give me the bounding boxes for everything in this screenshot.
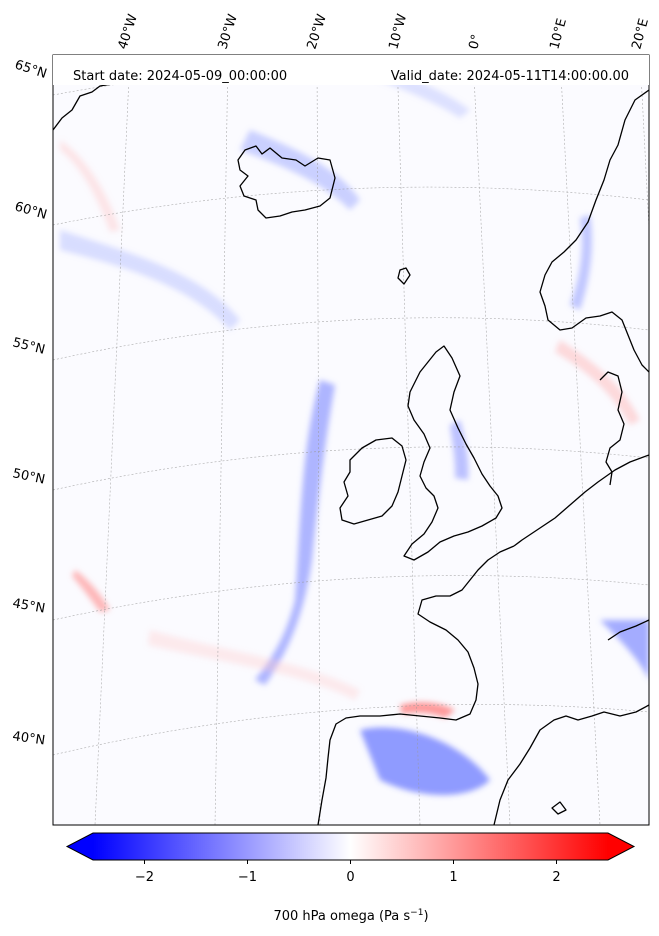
islands-coast [551,801,567,815]
colorbar: −2 −1 0 1 2 700 hPa omega (Pa s−1) [65,832,636,924]
colorbar-outline [65,832,636,861]
latitude-labels: 65°N 60°N 55°N 50°N 45°N 40°N [11,58,49,749]
colorbar-tick-label: 0 [346,870,354,885]
colorbar-tick-label: 2 [552,870,560,885]
lon-label-10w: 10°W [386,12,410,51]
longitude-labels: 40°W 30°W 20°W 10°W 0° 10°E 20°E [116,12,652,51]
norway-coast [539,89,649,373]
map-panel: Start date: 2024-05-09_00:00:00 Valid_da… [52,54,650,826]
colorbar-label-exponent: −1 [410,908,423,918]
colorbar-extend-low [67,833,93,860]
lon-label-0: 0° [466,33,484,51]
start-date-label: Start date: 2024-05-09_00:00:00 [73,69,287,84]
faroe-coast [397,267,411,285]
valid-date-label: Valid_date: 2024-05-11T14:00:00.00 [391,69,629,84]
lat-label-45n: 45°N [11,596,46,616]
colorbar-tick-label: −1 [238,870,257,885]
continent-north-coast [513,454,649,547]
colorbar-ticks: −2 −1 0 1 2 [135,860,561,885]
colorbar-tick-label: 1 [449,870,457,885]
colorbar-label-main: 700 hPa omega (Pa s [273,909,410,924]
great-britain-coast [403,345,503,561]
italy-coast [607,619,649,641]
iceland-coast [237,145,336,219]
lat-label-55n: 55°N [11,335,46,357]
denmark-coast [599,371,625,486]
mediterranean-coast [493,704,649,825]
colorbar-label-close: ) [423,909,428,924]
coastlines [53,57,649,825]
lat-label-40n: 40°N [11,729,46,748]
lon-label-40w: 40°W [116,12,141,51]
lon-label-10e: 10°E [547,17,570,51]
france-biscay-coast [317,545,515,825]
lat-label-65n: 65°N [13,58,49,82]
lon-label-20e: 20°E [629,17,652,51]
colorbar-extend-high [608,833,634,860]
lon-label-30w: 30°W [216,12,241,51]
lat-label-60n: 60°N [13,199,49,222]
graticule [53,55,649,825]
colorbar-label: 700 hPa omega (Pa s−1) [273,908,428,924]
colorbar-tick-label: −2 [135,870,154,885]
lon-label-20w: 20°W [305,12,330,51]
colorbar-gradient [93,833,608,860]
lat-label-50n: 50°N [11,466,46,487]
ireland-coast [339,437,407,525]
header-background [53,55,649,85]
